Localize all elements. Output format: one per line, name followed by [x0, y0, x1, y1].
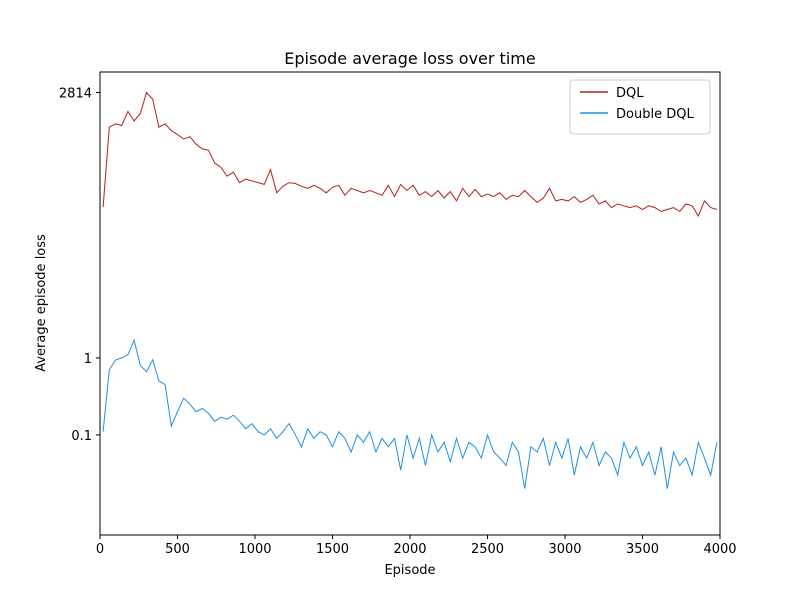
x-tick-label: 3500 — [626, 542, 659, 557]
x-tick-label: 3000 — [548, 542, 581, 557]
x-axis-label: Episode — [384, 563, 435, 578]
x-tick-label: 1000 — [238, 542, 271, 557]
legend-box — [569, 79, 711, 135]
y-tick-label: 2814 — [59, 87, 92, 102]
y-tick-label: 0.1 — [71, 429, 92, 444]
x-tick-label: 2000 — [393, 542, 426, 557]
x-tick-label: 2500 — [471, 542, 504, 557]
legend-label: DQL — [616, 86, 644, 101]
x-tick-label: 0 — [96, 542, 104, 557]
series-line — [102, 91, 718, 218]
legend-label: Double DQL — [616, 107, 694, 122]
plot-frame — [99, 71, 721, 536]
x-tick-label: 4000 — [703, 542, 736, 557]
x-tick-label: 1500 — [316, 542, 349, 557]
y-axis-label: Average episode loss — [34, 234, 49, 372]
series-line — [102, 338, 718, 489]
y-tick-label: 1 — [84, 352, 92, 367]
chart-title: Episode average loss over time — [284, 49, 535, 68]
x-tick-label: 500 — [165, 542, 190, 557]
